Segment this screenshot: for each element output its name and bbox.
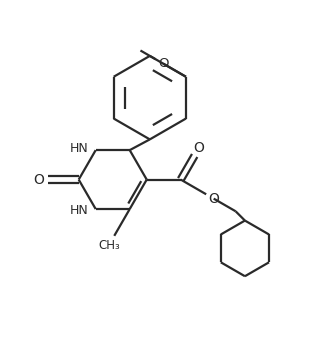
Text: O: O xyxy=(158,57,168,70)
Text: O: O xyxy=(208,192,219,205)
Text: HN: HN xyxy=(69,204,88,217)
Text: O: O xyxy=(33,173,44,187)
Text: O: O xyxy=(193,141,204,155)
Text: HN: HN xyxy=(69,142,88,155)
Text: CH₃: CH₃ xyxy=(98,239,120,252)
